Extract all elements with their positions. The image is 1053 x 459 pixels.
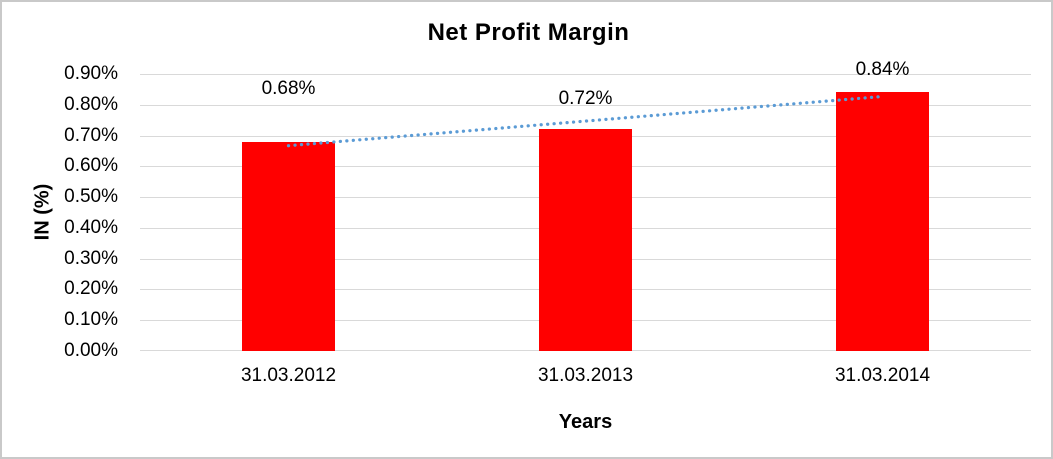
y-tick-label: 0.00% <box>64 340 118 361</box>
data-label: 0.72% <box>558 88 613 110</box>
x-tick-label: 31.03.2012 <box>240 365 337 386</box>
x-axis-title: Years <box>558 411 613 433</box>
x-tick-label: 31.03.2014 <box>834 365 931 386</box>
y-tick-label: 0.20% <box>64 278 118 300</box>
y-tick-label: 0.30% <box>64 247 118 269</box>
y-tick-label: 0.90% <box>64 63 118 84</box>
y-tick-label: 0.80% <box>64 93 118 115</box>
y-tick-label: 0.70% <box>64 124 118 146</box>
y-tick-label: 0.10% <box>64 309 118 331</box>
bar-31.03.2014 <box>836 92 929 351</box>
data-label: 0.68% <box>261 77 316 99</box>
y-tick-label: 0.60% <box>64 155 118 177</box>
data-label: 0.84% <box>855 59 910 81</box>
plot-area: 0.68% 0.72% 0.84% <box>140 60 1031 351</box>
bar-31.03.2013 <box>539 129 632 351</box>
y-tick-label: 0.40% <box>64 216 118 238</box>
x-tick-label: 31.03.2013 <box>537 365 634 386</box>
bar-31.03.2012 <box>242 141 335 351</box>
chart-title: Net Profit Margin <box>427 19 630 46</box>
gridline <box>140 74 1031 75</box>
y-tick-label: 0.50% <box>64 186 118 208</box>
